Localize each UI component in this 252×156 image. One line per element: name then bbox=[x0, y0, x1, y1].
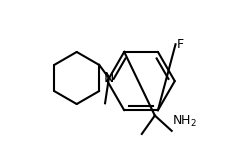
Text: N: N bbox=[103, 71, 114, 85]
Text: NH$_2$: NH$_2$ bbox=[172, 114, 197, 129]
Text: F: F bbox=[176, 38, 183, 51]
